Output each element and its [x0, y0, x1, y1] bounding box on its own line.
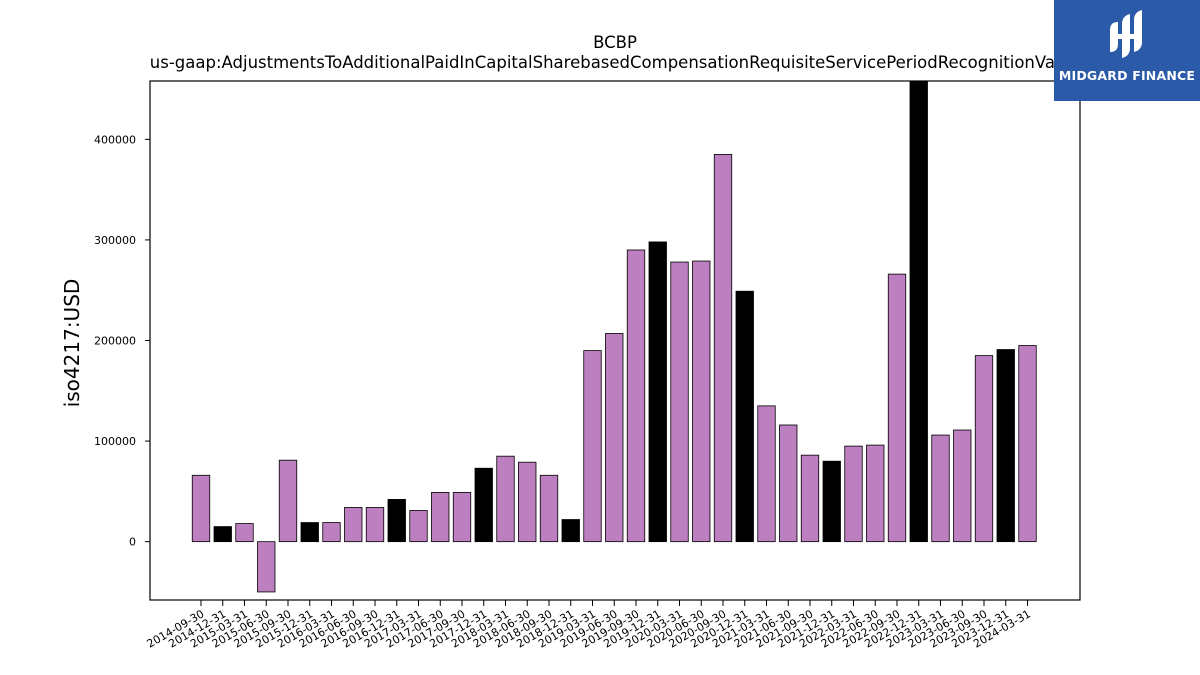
bar-2016-12-31 — [387, 499, 406, 543]
y-tick-label: 0 — [129, 536, 136, 549]
y-axis-label: iso4217:USD — [60, 279, 84, 408]
bar-2017-09-30 — [452, 491, 472, 543]
bar-2014-09-30 — [191, 474, 211, 543]
bar-2015-06-30 — [257, 541, 276, 593]
bar-2019-06-30 — [605, 333, 624, 543]
bar-2015-03-31 — [235, 523, 254, 543]
y-axis-ticks: 0 100000 200000 300000 400000 — [94, 133, 150, 549]
bar-2020-09-30 — [713, 154, 733, 543]
y-tick-label: 400000 — [94, 133, 136, 146]
bar-2016-09-30 — [365, 507, 385, 543]
bar-2021-12-31 — [822, 460, 841, 543]
bar-2020-03-31 — [670, 261, 689, 543]
bars-group — [191, 81, 1037, 593]
bar-2022-09-30 — [887, 273, 907, 543]
bar-2017-06-30 — [431, 491, 450, 543]
bar-2017-12-31 — [474, 467, 493, 543]
plot-frame — [149, 80, 1081, 601]
chart-title: BCBP — [593, 33, 637, 52]
logo-text: MIDGARD FINANCE — [1058, 68, 1196, 83]
bar-2023-06-30 — [953, 429, 972, 543]
bar-2019-12-31 — [648, 241, 667, 543]
bar-2015-12-31 — [300, 522, 319, 543]
logo-mark-icon — [1110, 10, 1142, 58]
bar-2024-03-31 — [1018, 345, 1037, 543]
bar-2023-12-31 — [996, 349, 1015, 543]
bar-2021-09-30 — [800, 454, 820, 543]
bar-2022-06-30 — [866, 444, 885, 543]
x-axis-ticks: 2014-09-302014-12-312015-03-312015-06-30… — [145, 600, 1033, 651]
y-tick-label: 100000 — [94, 435, 136, 448]
y-tick-label: 200000 — [94, 335, 136, 348]
bar-2014-12-31 — [213, 526, 232, 543]
brand-logo: MIDGARD FINANCE — [1054, 0, 1200, 101]
bar-2021-03-31 — [757, 405, 776, 543]
chart-subtitle: us-gaap:AdjustmentsToAdditionalPaidInCap… — [150, 53, 1080, 72]
y-tick-label: 300000 — [94, 234, 136, 247]
bar-2018-03-31 — [496, 455, 515, 543]
bar-2020-12-31 — [735, 290, 754, 543]
bar-2015-09-30 — [278, 459, 298, 543]
bar-2019-09-30 — [626, 249, 646, 543]
bar-2021-06-30 — [779, 424, 798, 543]
bar-2018-06-30 — [518, 461, 537, 543]
bar-2022-03-31 — [844, 445, 863, 543]
bar-2023-03-31 — [931, 434, 950, 543]
bar-2016-03-31 — [322, 522, 341, 543]
bar-2022-12-31 — [909, 81, 928, 543]
bar-2018-12-31 — [561, 519, 580, 543]
bar-2020-06-30 — [692, 260, 711, 543]
bar-2018-09-30 — [539, 474, 559, 543]
bar-2017-03-31 — [409, 510, 428, 543]
bar-2016-06-30 — [344, 507, 363, 543]
bar-2019-03-31 — [583, 350, 602, 543]
bar-2023-09-30 — [974, 355, 994, 543]
